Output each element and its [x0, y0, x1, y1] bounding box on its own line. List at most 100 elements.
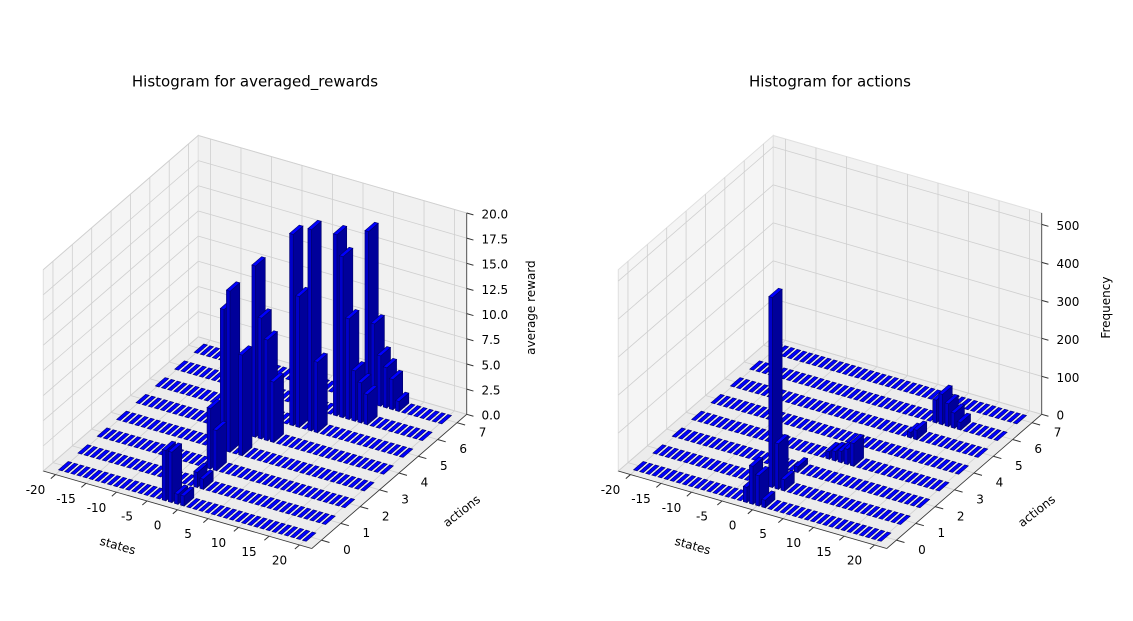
bar-top: [212, 420, 228, 431]
bar: [780, 347, 796, 358]
bar: [268, 454, 284, 465]
bar-top: [284, 504, 300, 515]
bar-top: [694, 456, 710, 467]
bar-top: [437, 414, 453, 425]
bar-front: [251, 264, 256, 438]
bar: [943, 438, 958, 449]
bar-top: [122, 412, 137, 423]
bar-top: [752, 428, 767, 439]
bar: [779, 369, 795, 380]
x-tick: [778, 518, 784, 523]
bar-top: [962, 422, 978, 433]
bar-top: [394, 391, 410, 402]
bar: [407, 405, 422, 416]
bar: [349, 433, 365, 444]
bar-front: [780, 478, 785, 492]
bar-top: [969, 401, 985, 412]
bar-top: [720, 441, 736, 452]
bar-front: [376, 354, 382, 407]
bar: [792, 350, 808, 361]
bar: [374, 440, 389, 451]
bar: [830, 473, 845, 484]
bar: [816, 491, 832, 503]
bar: [728, 399, 744, 410]
bar: [143, 485, 158, 496]
bar-top: [810, 490, 826, 501]
x-tick: [294, 544, 300, 550]
bar-top: [982, 405, 997, 416]
bar-top: [890, 378, 906, 390]
bar-front: [168, 450, 173, 503]
bar-side: [242, 346, 253, 457]
bar-top: [811, 468, 827, 479]
bar-top: [309, 511, 324, 522]
bar: [746, 404, 762, 415]
bar: [805, 466, 821, 477]
bar: [882, 421, 897, 432]
bar: [897, 492, 912, 503]
bar-top: [739, 424, 755, 435]
bar-top: [290, 505, 306, 517]
bar: [827, 405, 842, 416]
bar: [702, 436, 717, 447]
bar: [860, 482, 876, 493]
bar-top: [719, 463, 734, 474]
bar-top: [896, 380, 912, 391]
bar: [290, 505, 306, 517]
bar-top: [917, 453, 933, 465]
bar: [285, 482, 301, 493]
bar-top: [909, 496, 925, 507]
bar: [260, 497, 275, 508]
bar-top: [908, 384, 924, 395]
bar-top: [848, 478, 864, 489]
bar-top: [102, 429, 118, 440]
bar-top: [817, 357, 832, 368]
bar-top: [398, 447, 414, 458]
bar: [236, 468, 252, 479]
x-tick: [233, 527, 239, 532]
grid-line: [43, 311, 199, 447]
bar-top: [412, 429, 427, 440]
bar-top: [922, 477, 938, 488]
bar-top: [709, 416, 724, 427]
bar-top: [697, 412, 712, 423]
bar-top: [858, 392, 874, 403]
bar: [841, 498, 856, 510]
y-tick-label: 2: [382, 509, 390, 523]
bar-top: [193, 462, 208, 473]
bar-top: [191, 387, 206, 398]
bar-top: [329, 472, 345, 483]
bar-top: [173, 484, 189, 495]
bar-top: [285, 482, 301, 493]
bar-top: [846, 522, 861, 533]
bar-top: [370, 314, 386, 325]
bar: [171, 404, 187, 415]
bar-top: [171, 404, 187, 415]
bar-top: [160, 378, 176, 390]
bar: [330, 450, 346, 461]
bar-top: [855, 458, 871, 469]
bar: [267, 476, 283, 487]
bar-top: [192, 499, 207, 510]
bar-top: [753, 406, 768, 417]
bar-top: [948, 462, 963, 473]
bar-top: [247, 515, 262, 526]
bar-top: [713, 461, 728, 473]
bar: [241, 491, 257, 503]
bar-top: [791, 506, 807, 518]
bar-top: [839, 408, 855, 420]
x-tick: [142, 500, 148, 506]
y-tick: [935, 506, 944, 510]
bar: [191, 387, 206, 398]
bar-top: [738, 446, 754, 458]
bar-top: [790, 394, 806, 405]
bar: [876, 419, 891, 430]
x-axis-label: states: [673, 534, 712, 558]
grid-line: [43, 210, 199, 346]
bar-top: [828, 383, 844, 394]
bar-top: [744, 448, 760, 459]
y-tick-label: 5: [1015, 459, 1023, 473]
bar-top: [363, 384, 378, 395]
bar: [902, 382, 918, 393]
bar: [752, 428, 767, 439]
